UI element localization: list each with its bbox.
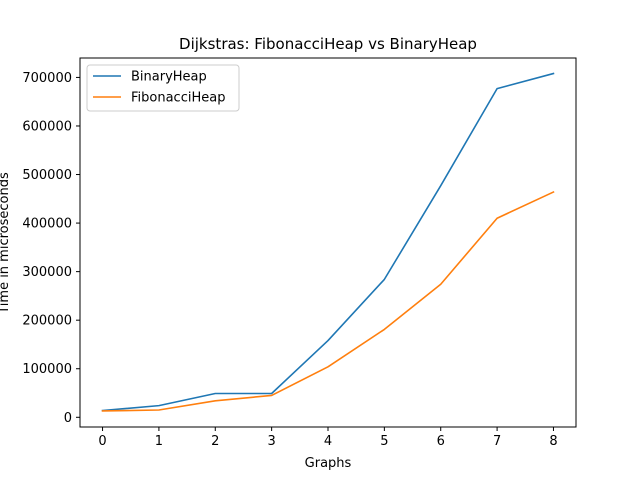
- x-axis-label: Graphs: [305, 456, 352, 471]
- y-tick-label: 0: [64, 411, 72, 426]
- x-tick-label: 8: [549, 434, 557, 449]
- y-tick-label: 600000: [22, 119, 72, 134]
- legend-box: [86, 64, 240, 112]
- x-tick-label: 0: [98, 434, 106, 449]
- legend-label-fibonacciheap: FibonacciHeap: [131, 91, 225, 106]
- chart-legend: BinaryHeap FibonacciHeap: [86, 64, 240, 112]
- y-tick-label: 700000: [22, 71, 72, 86]
- y-axis-label: Time in microseconds: [0, 172, 12, 315]
- y-tick-label: 400000: [22, 217, 72, 232]
- x-tick-label: 7: [493, 434, 501, 449]
- series-layer: [101, 72, 555, 412]
- x-tick-label: 4: [324, 434, 332, 449]
- y-tick-label: 300000: [22, 265, 72, 280]
- x-tick-label: 3: [267, 434, 275, 449]
- x-tick-label: 6: [437, 434, 445, 449]
- series-line-fibonacciheap: [101, 190, 555, 412]
- x-tick-label: 5: [380, 434, 388, 449]
- x-axis-ticks: 0 1 2 3 4 5 6 7 8: [98, 427, 558, 449]
- chart-title: Dijkstras: FibonacciHeap vs BinaryHeap: [179, 35, 477, 53]
- y-axis-ticks: 0 100000 200000 300000 400000 500000 600000 700…: [22, 71, 80, 426]
- series-line-binaryheap: [101, 72, 555, 412]
- y-tick-label: 200000: [22, 314, 72, 329]
- x-tick-label: 1: [155, 434, 163, 449]
- legend-label-binaryheap: BinaryHeap: [131, 70, 207, 85]
- y-tick-label: 500000: [22, 168, 72, 183]
- x-tick-label: 2: [211, 434, 219, 449]
- y-tick-label: 100000: [22, 362, 72, 377]
